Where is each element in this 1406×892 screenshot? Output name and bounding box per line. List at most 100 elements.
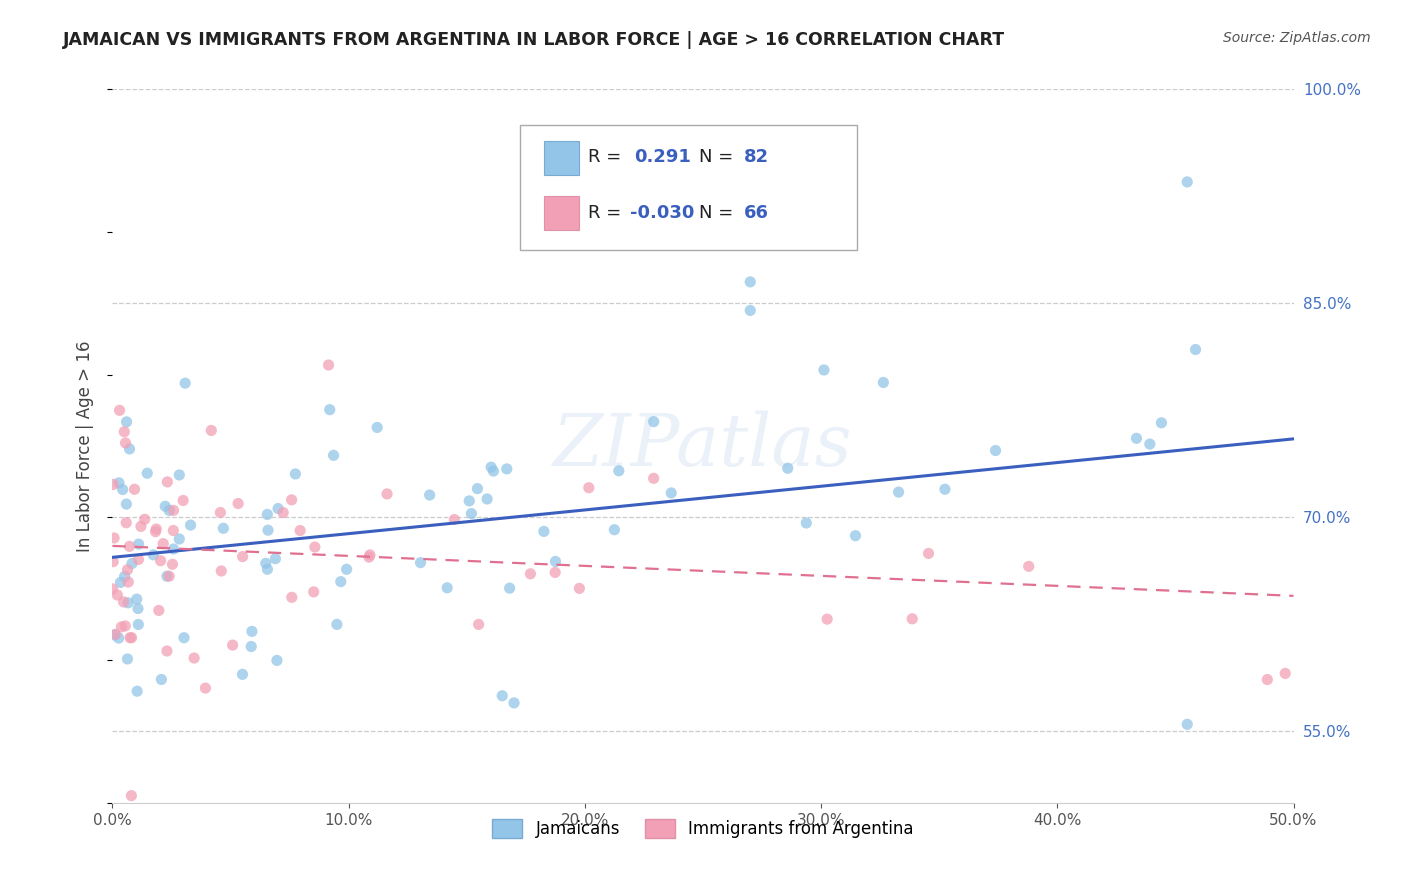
Point xyxy=(128,537,150,551)
Point xyxy=(304,540,326,554)
Point xyxy=(1184,343,1206,357)
Point xyxy=(240,640,263,654)
Point xyxy=(1018,559,1040,574)
Point xyxy=(110,575,132,590)
Point xyxy=(114,569,136,583)
FancyBboxPatch shape xyxy=(544,141,579,175)
Point xyxy=(117,596,139,610)
Point xyxy=(212,521,235,535)
Point xyxy=(443,512,465,526)
Point xyxy=(544,566,567,580)
Text: Source: ZipAtlas.com: Source: ZipAtlas.com xyxy=(1223,31,1371,45)
Point xyxy=(319,402,342,417)
Point xyxy=(1175,175,1198,189)
Point xyxy=(209,564,232,578)
Point xyxy=(226,496,249,510)
Point xyxy=(120,631,142,645)
Point xyxy=(115,516,138,530)
Point xyxy=(568,582,591,596)
Point xyxy=(1125,431,1147,445)
Point xyxy=(149,554,172,568)
Point xyxy=(173,631,195,645)
Point xyxy=(482,464,505,478)
FancyBboxPatch shape xyxy=(544,196,579,230)
Point xyxy=(267,501,290,516)
Point xyxy=(157,503,180,517)
Point xyxy=(519,566,541,581)
Point xyxy=(256,508,278,522)
Point xyxy=(150,673,173,687)
Point xyxy=(169,532,191,546)
Point xyxy=(125,592,148,607)
Point xyxy=(156,569,179,583)
Point xyxy=(436,581,458,595)
Point xyxy=(533,524,555,539)
Point xyxy=(145,522,167,536)
Point xyxy=(578,481,600,495)
Point xyxy=(221,638,243,652)
Text: ZIPatlas: ZIPatlas xyxy=(553,410,853,482)
Point xyxy=(145,524,167,539)
Point xyxy=(162,558,184,572)
Point xyxy=(603,523,626,537)
Point xyxy=(101,555,124,569)
Point xyxy=(107,631,129,645)
Point xyxy=(231,667,253,681)
Point xyxy=(887,485,910,500)
Y-axis label: In Labor Force | Age > 16: In Labor Force | Age > 16 xyxy=(76,340,94,552)
Point xyxy=(409,556,432,570)
Point xyxy=(467,617,489,632)
Point xyxy=(172,493,194,508)
Point xyxy=(498,581,520,595)
Point xyxy=(180,518,202,533)
Point xyxy=(117,574,139,589)
Text: R =: R = xyxy=(589,148,627,166)
Text: JAMAICAN VS IMMIGRANTS FROM ARGENTINA IN LABOR FORCE | AGE > 16 CORRELATION CHAR: JAMAICAN VS IMMIGRANTS FROM ARGENTINA IN… xyxy=(63,31,1005,49)
Point xyxy=(607,464,630,478)
Point xyxy=(117,652,139,666)
Point xyxy=(162,541,184,556)
Point xyxy=(288,524,311,538)
Point xyxy=(183,651,205,665)
Point xyxy=(934,482,956,496)
Point xyxy=(872,376,894,390)
Point xyxy=(118,442,141,456)
Point xyxy=(142,548,165,562)
Point xyxy=(136,467,159,481)
Point xyxy=(118,540,141,554)
FancyBboxPatch shape xyxy=(520,125,856,250)
Point xyxy=(359,548,381,562)
Point xyxy=(110,620,132,634)
Point xyxy=(460,507,482,521)
Point xyxy=(108,475,131,490)
Point xyxy=(984,443,1007,458)
Point xyxy=(844,529,866,543)
Text: 82: 82 xyxy=(744,148,769,166)
Point xyxy=(162,524,184,538)
Point xyxy=(266,653,288,667)
Point xyxy=(127,552,149,566)
Point xyxy=(103,477,125,491)
Point xyxy=(813,363,835,377)
Point xyxy=(114,619,136,633)
Point xyxy=(491,689,513,703)
Text: R =: R = xyxy=(589,204,627,222)
Point xyxy=(479,460,502,475)
Text: 66: 66 xyxy=(744,204,769,222)
Point xyxy=(129,519,152,533)
Point xyxy=(254,557,277,571)
Point xyxy=(256,562,278,576)
Point xyxy=(127,617,149,632)
Point xyxy=(156,475,179,489)
Point xyxy=(281,591,304,605)
Point xyxy=(117,563,139,577)
Point xyxy=(264,551,287,566)
Point xyxy=(120,789,142,803)
Point xyxy=(1256,673,1278,687)
Text: N =: N = xyxy=(699,148,740,166)
Point xyxy=(326,617,349,632)
Point xyxy=(200,424,222,438)
Point xyxy=(240,624,263,639)
Point xyxy=(659,486,682,500)
Point xyxy=(1139,437,1161,451)
